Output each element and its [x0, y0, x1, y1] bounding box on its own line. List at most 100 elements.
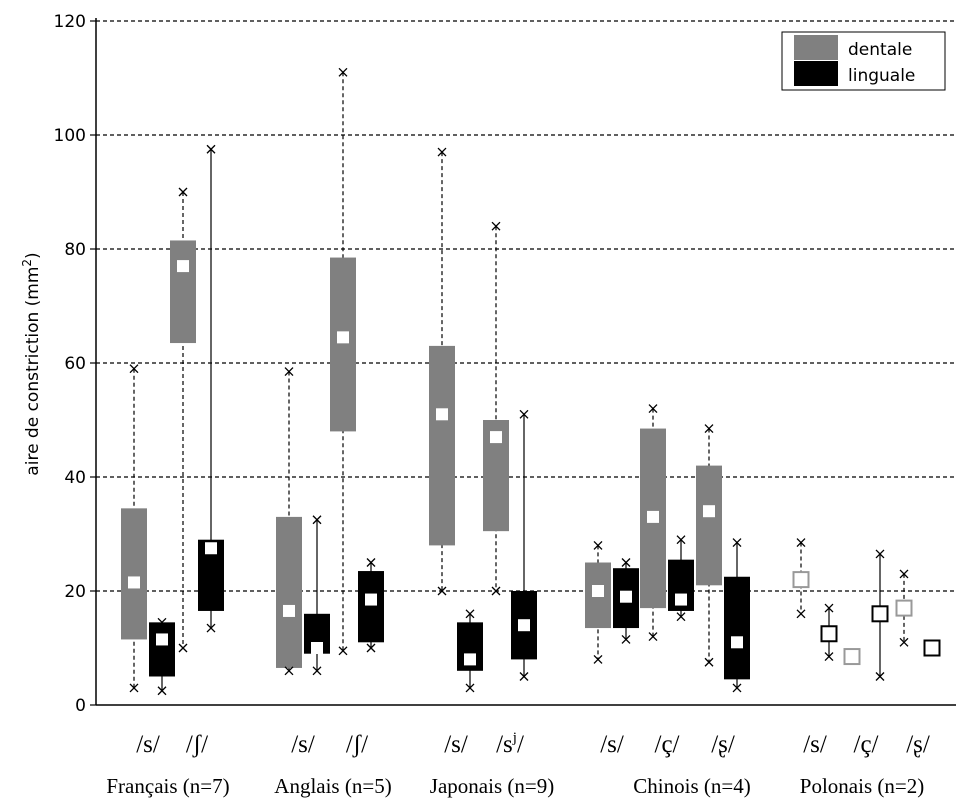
- group-labels: Français (n=7) Anglais (n=5) Japonais (n=9…: [106, 774, 924, 798]
- linguale-mean-marker: [620, 590, 632, 603]
- dentale-mean-marker: [436, 408, 448, 421]
- phoneme-label: /ʃ/: [346, 731, 368, 758]
- y-tick-label: 120: [54, 12, 86, 32]
- extreme-marker: [519, 672, 529, 681]
- extreme-marker: [465, 683, 475, 693]
- y-tick-label: 60: [64, 354, 86, 374]
- extreme-marker: [338, 67, 348, 77]
- extreme-marker: [824, 652, 834, 662]
- extreme-marker: [648, 632, 658, 642]
- extreme-marker: [875, 549, 885, 559]
- dentale-box: [276, 516, 302, 668]
- dentale-box: [696, 465, 722, 586]
- linguale-mean-marker: [311, 642, 323, 654]
- linguale-mean-marker: [205, 542, 217, 555]
- extreme-marker: [206, 623, 216, 633]
- extreme-marker: [178, 187, 188, 197]
- y-tick-labels: 0 20 40 60 80 100 120: [54, 12, 86, 716]
- y-tick-label: 0: [75, 696, 86, 716]
- dentale-mean-marker: [283, 604, 295, 617]
- extreme-marker: [704, 657, 714, 667]
- extreme-marker: [621, 558, 631, 567]
- extreme-marker: [491, 586, 501, 596]
- dentale-box: [330, 257, 356, 432]
- extreme-marker: [312, 515, 322, 525]
- extreme-marker: [465, 609, 475, 619]
- phoneme-label: /sj/: [496, 730, 524, 758]
- phoneme-label: /ç/: [655, 731, 680, 758]
- phoneme-label: /s/: [291, 731, 315, 758]
- extreme-marker: [732, 538, 742, 548]
- extreme-marker: [284, 367, 294, 377]
- extreme-marker: [129, 683, 139, 693]
- extreme-marker: [366, 558, 376, 567]
- extreme-marker: [593, 654, 603, 664]
- group-label: Polonais (n=2): [800, 774, 924, 798]
- extreme-marker: [338, 646, 348, 656]
- extreme-marker: [676, 612, 686, 622]
- y-axis-label: aire de constriction (mm2): [20, 252, 43, 475]
- y-tick-label: 100: [54, 126, 86, 146]
- extreme-marker: [437, 147, 447, 157]
- legend: dentale linguale: [781, 31, 946, 91]
- dentale-box: [121, 508, 147, 640]
- extreme-marker: [704, 424, 714, 434]
- phoneme-labels: /s/ /ʃ/ /s/ /ʃ/ /s/ /sj/ /s/ /ç/ /ʂ/ /s/ /ç/ /ʂ/: [136, 730, 930, 758]
- extreme-marker: [312, 666, 322, 676]
- linguale-mean-marker: [365, 593, 377, 606]
- axes: [95, 18, 956, 706]
- dentale-box: [170, 240, 196, 344]
- dentale-mean-marker: [177, 260, 189, 273]
- group-label: Japonais (n=9): [430, 774, 554, 798]
- y-tick-label: 80: [64, 240, 86, 260]
- y-tick-label: 40: [64, 468, 86, 488]
- dentale-mean-marker: [895, 599, 913, 617]
- legend-label-linguale: linguale: [848, 66, 915, 86]
- linguale-mean-marker: [464, 653, 476, 666]
- phoneme-label: /ʃ/: [186, 731, 208, 758]
- dentale-mean-marker: [703, 505, 715, 518]
- extreme-marker: [157, 686, 167, 696]
- linguale-mean-marker: [675, 593, 687, 606]
- phoneme-label: /s/: [600, 731, 624, 758]
- dentale-mean-marker: [843, 648, 861, 666]
- legend-label-dentale: dentale: [848, 40, 912, 60]
- extreme-marker: [519, 409, 529, 419]
- extreme-marker: [178, 643, 188, 653]
- dentale-mean-marker: [337, 331, 349, 344]
- group-label: Anglais (n=5): [274, 774, 391, 798]
- dentale-mean-marker: [128, 576, 140, 589]
- dentale-mean-marker: [792, 571, 810, 589]
- legend-swatch-dentale: [794, 35, 838, 60]
- extreme-marker: [366, 643, 376, 653]
- extreme-marker: [129, 364, 139, 374]
- extreme-marker: [593, 540, 603, 550]
- phoneme-label: /s/: [444, 731, 468, 758]
- linguale-mean-marker: [923, 639, 941, 657]
- linguale-mean-marker: [518, 619, 530, 632]
- extreme-marker: [157, 617, 167, 627]
- linguale-mean-marker: [820, 625, 838, 643]
- phoneme-label: /ʂ/: [906, 731, 930, 758]
- dentale-box: [429, 345, 455, 546]
- group-label: Chinois (n=4): [633, 774, 750, 798]
- linguale-mean-marker: [156, 633, 168, 646]
- extreme-marker: [796, 609, 806, 619]
- y-tick-label: 20: [64, 582, 86, 602]
- phoneme-label: /ç/: [854, 731, 879, 758]
- phoneme-label: /ʂ/: [711, 731, 735, 758]
- phoneme-label: /s/: [136, 731, 160, 758]
- box-series: [121, 67, 941, 696]
- phoneme-label: /s/: [803, 731, 827, 758]
- extreme-marker: [284, 666, 294, 676]
- extreme-marker: [899, 569, 909, 579]
- extreme-marker: [824, 603, 834, 613]
- extreme-marker: [875, 672, 885, 681]
- extreme-marker: [648, 404, 658, 414]
- linguale-box: [149, 622, 175, 677]
- linguale-box: [358, 571, 384, 643]
- extreme-marker: [621, 634, 631, 644]
- grid-lines: [90, 20, 956, 706]
- linguale-mean-marker: [731, 636, 743, 649]
